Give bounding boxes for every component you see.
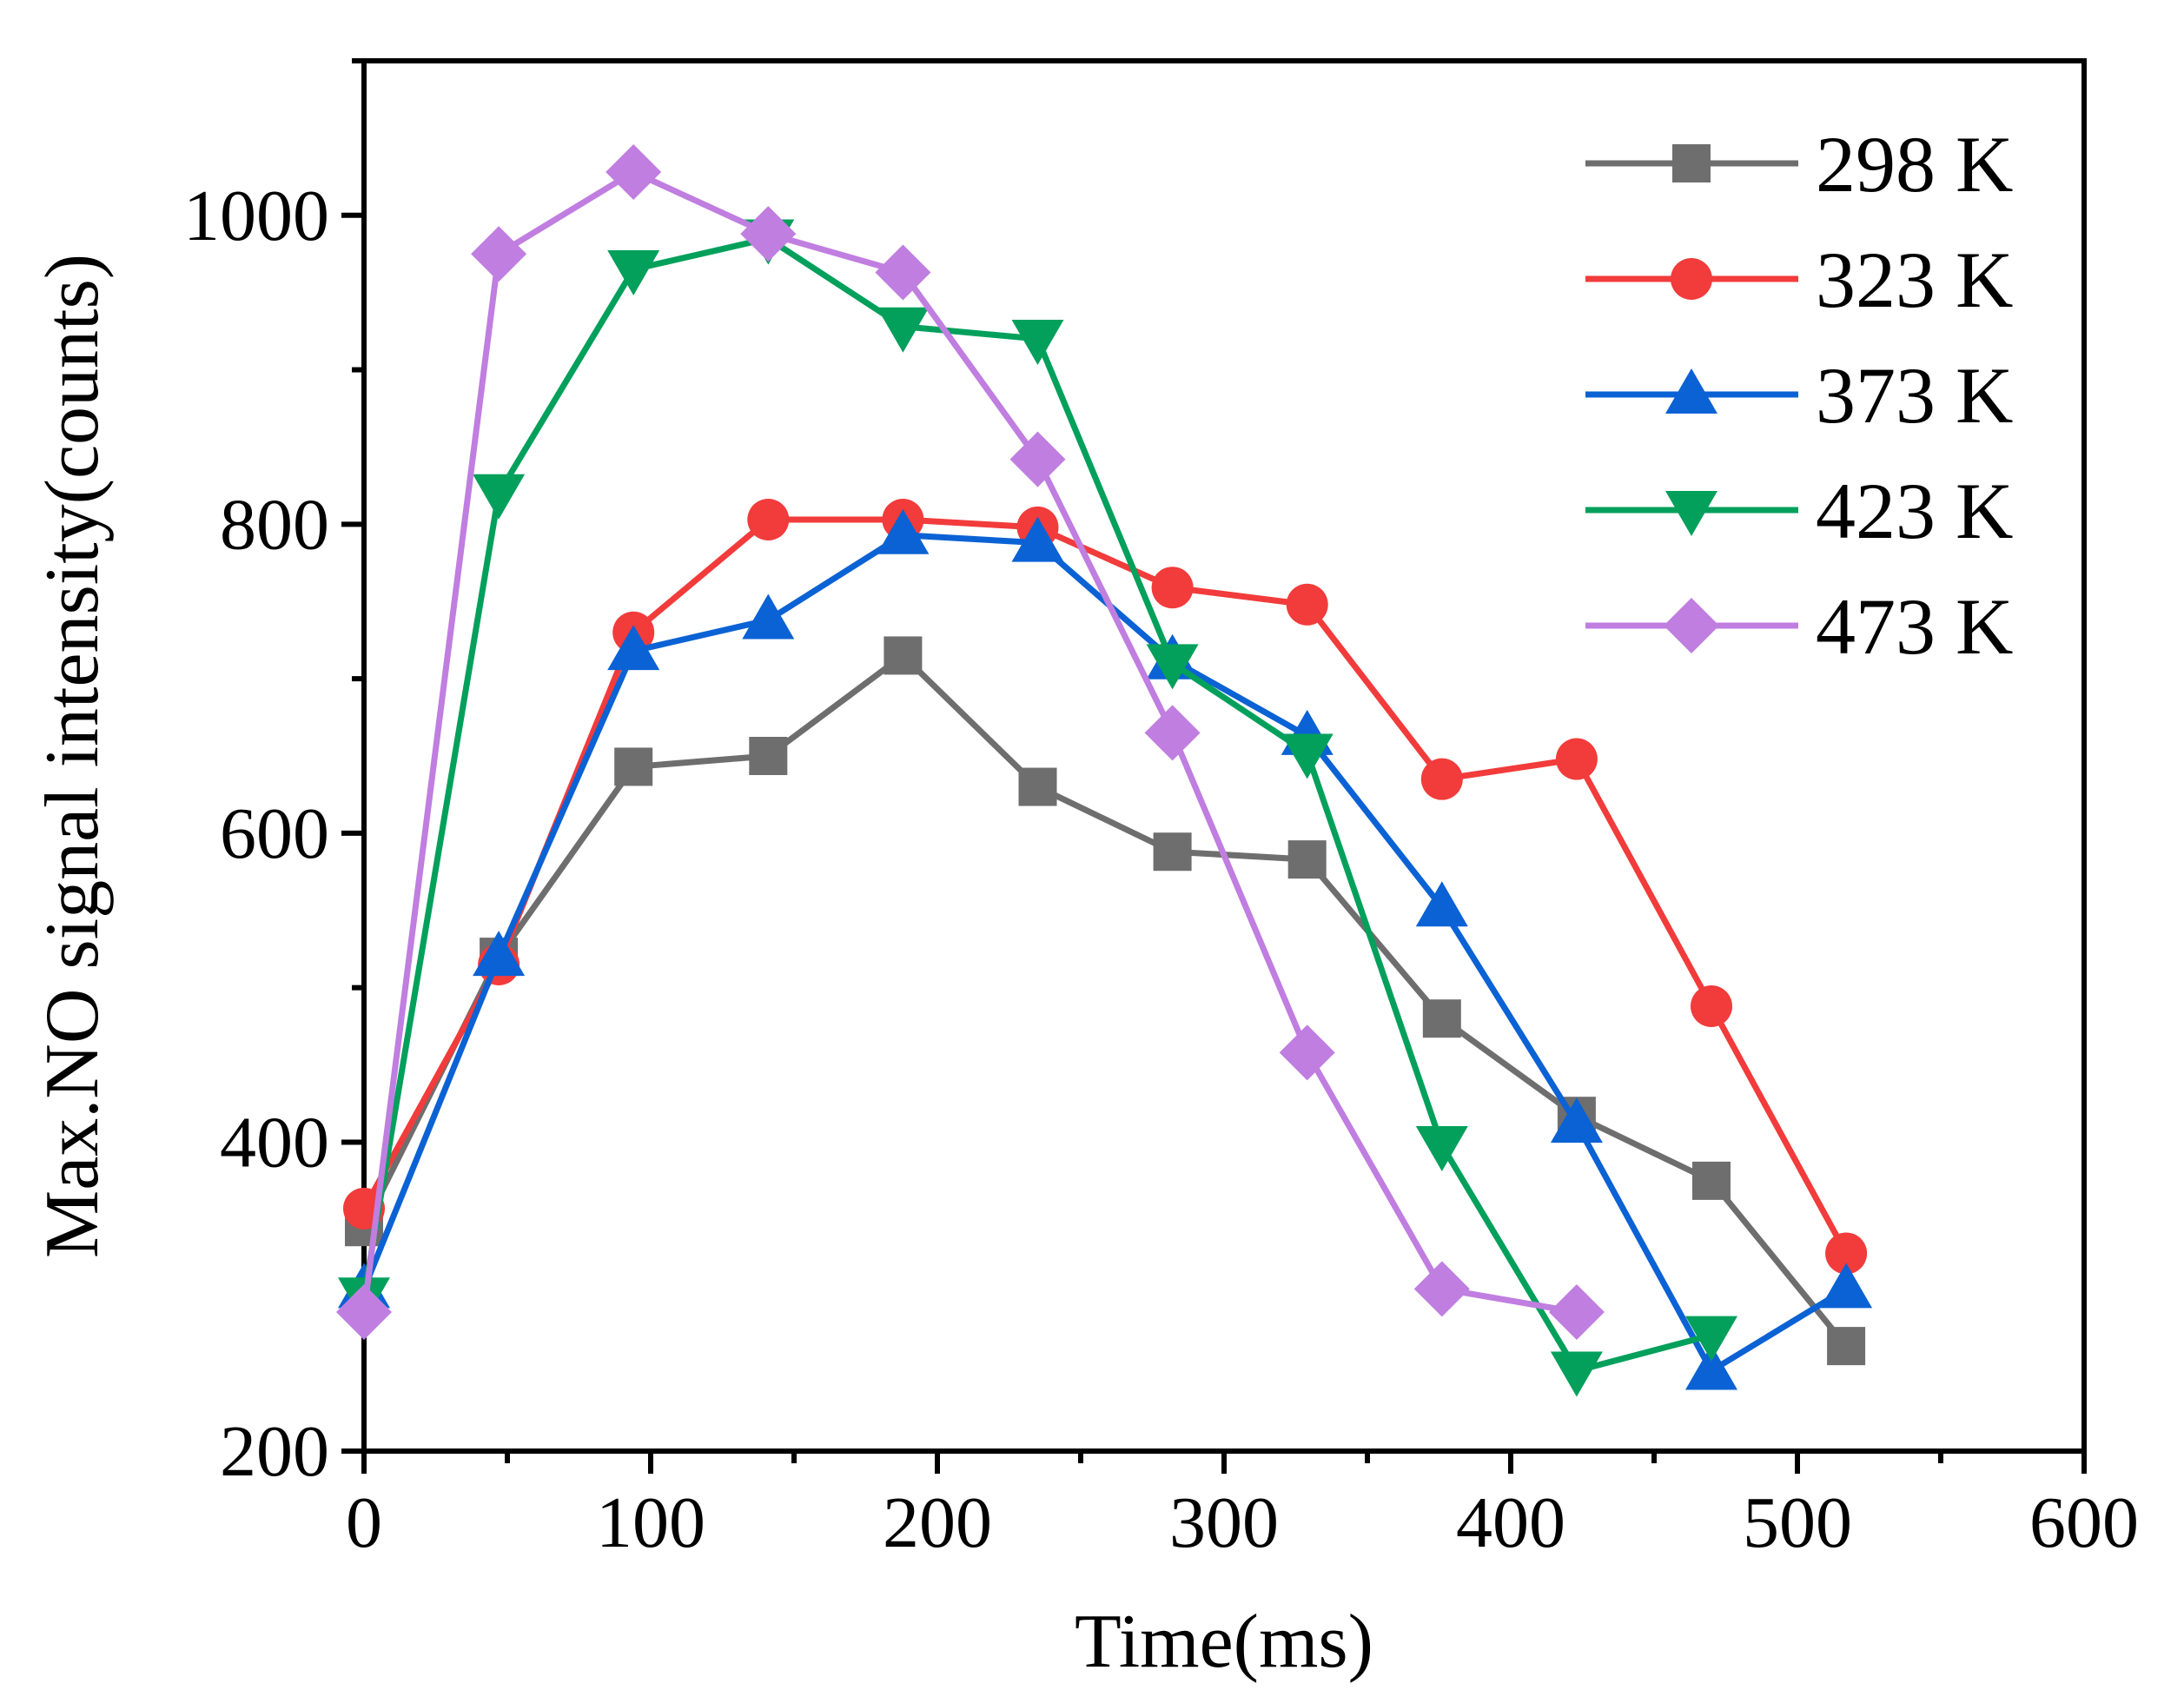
data-point [1146,644,1199,690]
legend-marker [1665,368,1717,414]
legend-label: 473 K [1816,582,2013,671]
data-point [473,474,526,520]
x-tick-label: 400 [1456,1482,1565,1563]
data-point [1144,705,1201,761]
data-point [607,250,660,295]
data-point [1018,767,1057,806]
data-point [1692,1161,1731,1200]
legend-entry: 423 K [1585,467,2013,555]
legend-entry: 323 K [1585,235,2013,324]
data-point [1287,840,1327,879]
legend-marker [1665,491,1717,536]
series-373-k [338,508,1873,1390]
data-point [1555,738,1598,780]
data-point [875,244,931,301]
legend-entry: 298 K [1585,120,2013,209]
y-tick-label: 1000 [183,176,329,256]
series-473-k [336,144,1605,1340]
x-tick-label: 300 [1169,1482,1279,1563]
data-point [1413,1261,1470,1317]
x-tick-label: 200 [883,1482,992,1563]
data-point [747,499,790,540]
data-point [614,747,653,786]
x-tick-label: 500 [1743,1482,1852,1563]
legend-marker [1664,598,1719,653]
data-point [1820,1263,1873,1309]
data-point [1011,320,1064,365]
data-point [1827,1327,1866,1366]
data-point [1825,1232,1868,1275]
data-point [471,226,527,282]
series-line [361,169,1578,1316]
series-line [361,652,1849,1349]
x-tick-label: 100 [596,1482,705,1563]
data-point [877,508,930,554]
legend-entry: 373 K [1585,351,2013,440]
y-tick-label: 200 [220,1411,329,1492]
data-point [1422,999,1461,1038]
data-point [1691,985,1732,1027]
legend-label: 323 K [1816,235,2013,324]
y-axis-label: Max.NO signal intensity(counts) [30,254,115,1258]
data-point [1009,431,1066,487]
data-point [473,931,526,977]
data-point [606,144,662,200]
legend-marker [1671,258,1712,300]
data-point [1685,1316,1737,1362]
series-323-k [343,499,1868,1275]
data-point [336,1284,392,1340]
data-point [1415,881,1468,927]
data-point [740,206,797,262]
data-point [1286,583,1328,626]
data-point [1153,832,1192,872]
data-point [1550,1097,1603,1143]
data-point [1548,1284,1605,1340]
x-tick-label: 600 [2029,1482,2139,1563]
data-point [742,593,795,640]
axis-ticks: 0 100 200 300 400 500 600 200 400 600 800 1000 [183,58,2139,1563]
legend-label: 373 K [1816,351,2013,440]
legend-marker [1672,144,1711,182]
series-layer [336,144,1873,1397]
data-point [1151,567,1194,609]
y-tick-label: 600 [220,793,329,874]
legend-label: 298 K [1816,120,2013,209]
data-point [1279,1024,1335,1081]
data-point [1685,1344,1737,1390]
x-tick-label: 0 [346,1482,382,1563]
data-point [1550,1351,1603,1397]
data-point [884,636,923,675]
data-point [1281,733,1334,779]
series-298-k [345,636,1866,1366]
y-tick-label: 800 [220,484,329,565]
legend-entry: 473 K [1585,582,2013,671]
data-point [1011,516,1064,562]
data-point [607,625,660,671]
series-423-k [338,219,1737,1397]
y-tick-label: 400 [220,1102,329,1183]
legend-label: 423 K [1816,467,2013,555]
series-line [361,516,1850,1256]
x-axis-label: Time(ms) [1075,1600,1373,1684]
data-point [1415,1126,1468,1171]
data-point [1420,758,1463,800]
data-point [749,737,788,775]
data-point [877,307,930,353]
series-line [361,532,1848,1375]
legend: 298 K 323 K 373 K 423 K 473 K [1585,120,2013,671]
